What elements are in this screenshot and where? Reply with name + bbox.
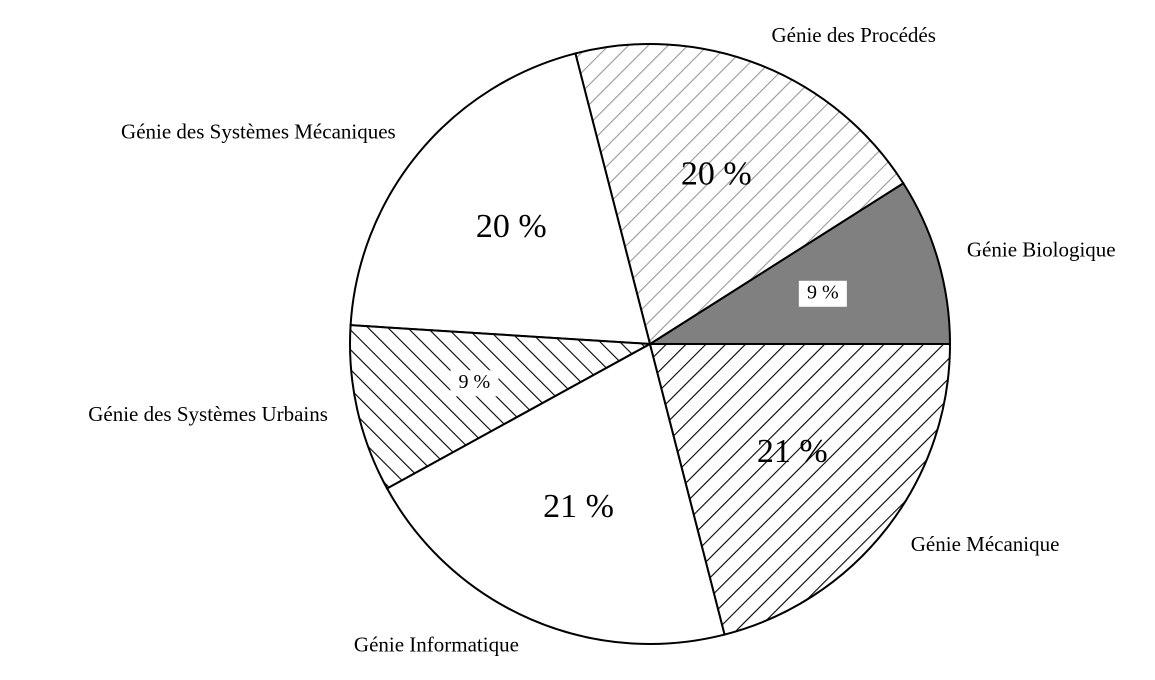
value-label: 21 % (757, 433, 828, 470)
value-label: 21 % (543, 488, 614, 525)
category-label: Génie Biologique (967, 238, 1116, 262)
pie-slice (349, 324, 654, 490)
category-label: Génie Informatique (354, 633, 519, 657)
category-label: Génie des Systèmes Urbains (88, 402, 328, 426)
pie-slice (574, 43, 905, 346)
value-label-bg (450, 370, 499, 397)
pie-slice (646, 181, 952, 345)
category-label: Génie Mécanique (911, 532, 1060, 556)
value-label: 20 % (681, 155, 752, 192)
value-label-bg (798, 280, 847, 307)
category-label: Génie des Procédés (771, 23, 935, 47)
pie-slice (648, 343, 952, 636)
pie-slice (349, 52, 652, 346)
value-label: 9 % (807, 281, 839, 303)
category-label: Génie des Systèmes Mécaniques (121, 119, 396, 143)
pie-slice (385, 342, 726, 645)
value-label: 9 % (458, 371, 490, 393)
value-label: 20 % (476, 208, 547, 245)
